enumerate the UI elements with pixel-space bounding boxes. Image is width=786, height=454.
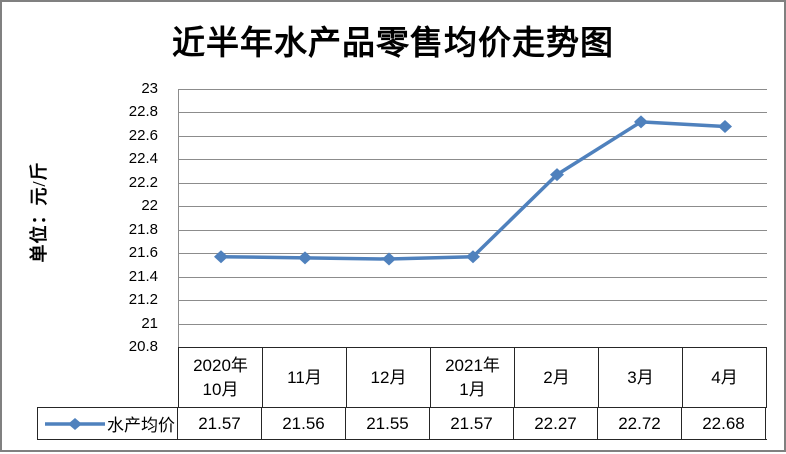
table-month-header-cell: 11月 (263, 348, 347, 407)
data-point-marker (382, 252, 396, 266)
table-month-header-cell: 3月 (599, 348, 683, 407)
series-line-marker-icon (44, 417, 106, 431)
y-axis-tick-label: 22.6 (128, 126, 158, 144)
data-point-marker (298, 251, 312, 265)
y-axis-tick-label: 22 (141, 197, 158, 215)
y-axis-tick-label: 21.8 (128, 220, 158, 238)
table-month-header-cell: 12月 (347, 348, 431, 407)
y-axis-tick-label: 20.8 (128, 338, 158, 355)
table-value-cell: 21.55 (346, 408, 430, 439)
y-axis-tick-label: 22.4 (128, 150, 158, 168)
y-axis-title: 单位：元/斤 (29, 161, 49, 263)
y-axis-ticks: 23 22.8 22.6 22.4 22.2 22 21.8 21.6 21.4 21.2 21 20… (98, 2, 158, 454)
data-point-marker (214, 250, 228, 264)
y-axis-tick-label: 21 (141, 314, 158, 332)
y-axis-tick-label: 22.8 (128, 103, 158, 121)
y-axis-tick-label: 21.4 (128, 267, 158, 285)
table-month-header-cell: 2020年 10月 (179, 348, 263, 407)
table-month-header-cell: 2021年 1月 (431, 348, 515, 407)
y-axis-tick-label: 21.6 (128, 244, 158, 262)
chart-title: 近半年水产品零售均价走势图 (172, 26, 614, 62)
table-value-cell: 21.56 (262, 408, 346, 439)
data-point-marker (634, 115, 648, 129)
data-table-header-row: 2020年 10月 11月 12月 2021年 1月 2月 3月 4月 (178, 347, 767, 407)
plot-area (178, 89, 767, 347)
table-month-header-cell: 4月 (683, 348, 767, 407)
data-point-marker (466, 250, 480, 264)
y-axis-tick-label: 23 (141, 80, 158, 97)
table-value-cell: 21.57 (430, 408, 514, 439)
plot-svg (179, 89, 767, 325)
series-line (220, 120, 726, 261)
data-table-series-row: 水产均价 21.57 21.56 21.55 21.57 22.27 22.72 22.68 (37, 407, 767, 440)
y-axis-tick-label: 21.2 (128, 291, 158, 309)
legend-series-label: 水产均价 (107, 416, 175, 435)
legend-cell: 水产均价 (38, 408, 178, 439)
table-value-cell: 21.57 (178, 408, 262, 439)
data-point-marker (550, 168, 564, 182)
table-month-header-cell: 2月 (515, 348, 599, 407)
table-value-cell: 22.68 (682, 408, 766, 439)
table-value-cell: 22.27 (514, 408, 598, 439)
data-point-marker (718, 120, 732, 134)
table-value-cell: 22.72 (598, 408, 682, 439)
y-axis-tick-label: 22.2 (128, 173, 158, 191)
